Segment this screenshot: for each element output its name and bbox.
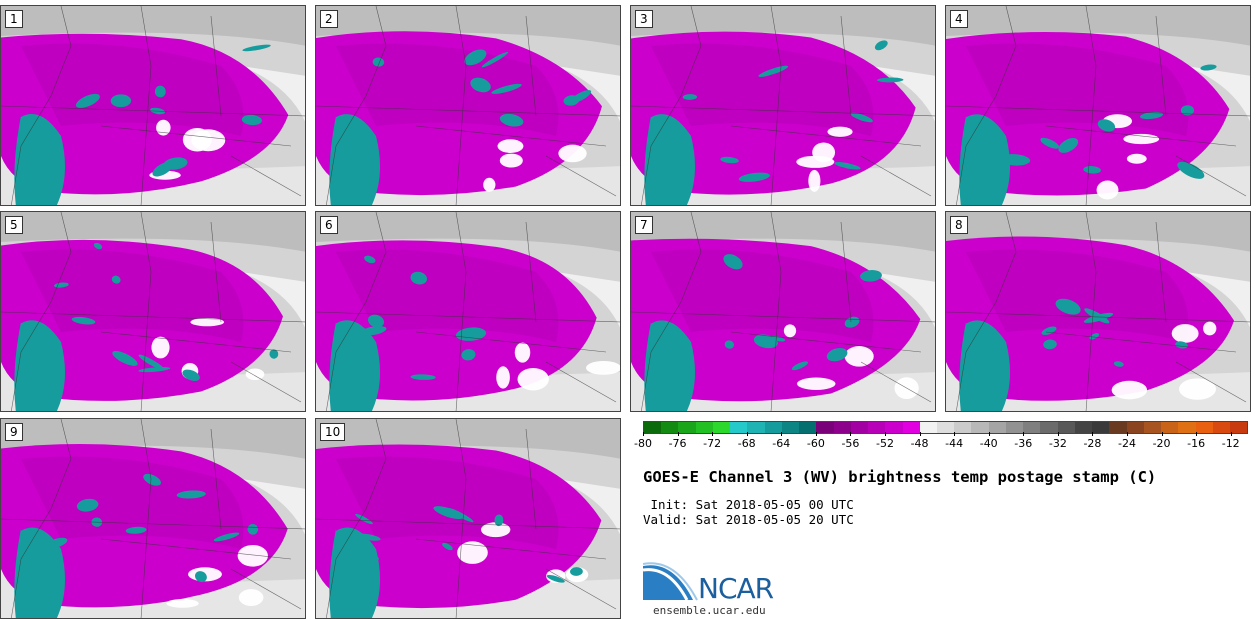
map-image: [946, 212, 1250, 411]
forecast-panel-9: 9: [0, 418, 306, 619]
colorbar-tick-label: -60: [806, 432, 825, 450]
colorbar-swatch: [1229, 422, 1248, 433]
colorbar-swatch: [902, 422, 920, 433]
colorbar-swatch: [1074, 422, 1093, 433]
colorbar-swatch: [1057, 422, 1075, 433]
map-image: [631, 212, 935, 411]
colorbar-swatch: [988, 422, 1006, 433]
forecast-panel-2: 2: [315, 5, 621, 206]
panel-number: 8: [950, 216, 968, 234]
panel-number: 5: [5, 216, 23, 234]
colorbar-tick-label: -56: [841, 432, 860, 450]
colorbar-swatch: [971, 422, 989, 433]
forecast-panel-3: 3: [630, 5, 936, 206]
colorbar-swatch: [885, 422, 903, 433]
colorbar-tick-label: -52: [876, 432, 894, 450]
panel-number: 2: [320, 10, 338, 28]
colorbar-tick-label: -24: [1118, 432, 1136, 450]
colorbar-swatch: [833, 422, 851, 433]
colorbar-swatch: [936, 422, 955, 433]
site-url: ensemble.ucar.edu: [653, 604, 766, 617]
colorbar-tick-label: -12: [1221, 432, 1240, 450]
colorbar-tick-label: -44: [945, 432, 964, 450]
forecast-panel-8: 8: [945, 211, 1251, 412]
colorbar-tick-label: -64: [772, 432, 791, 450]
colorbar-swatch: [1092, 422, 1110, 433]
colorbar-swatch: [764, 422, 782, 433]
panel-number: 4: [950, 10, 968, 28]
colorbar-swatch: [678, 422, 696, 433]
colorbar-swatch: [1161, 422, 1179, 433]
init-time: Init: Sat 2018-05-05 00 UTC: [643, 497, 854, 512]
colorbar-swatch: [644, 422, 662, 433]
map-image: [1, 6, 305, 205]
forecast-panel-10: 10: [315, 418, 621, 619]
colorbar-tick-label: -16: [1187, 432, 1206, 450]
ncar-logo-text: NCAR: [698, 572, 774, 605]
ncar-logo-icon: [643, 562, 698, 601]
colorbar-swatch: [816, 422, 834, 433]
colorbar-swatch: [747, 422, 765, 433]
colorbar-tick-label: -36: [1014, 432, 1033, 450]
panel-number: 6: [320, 216, 338, 234]
map-image: [316, 212, 620, 411]
colorbar-tick-label: -28: [1083, 432, 1102, 450]
map-image: [946, 6, 1250, 205]
colorbar-swatch: [1212, 422, 1230, 433]
map-image: [1, 212, 305, 411]
page-title: GOES-E Channel 3 (WV) brightness temp po…: [643, 468, 1157, 486]
colorbar-tick-label: -48: [910, 432, 929, 450]
colorbar-tick-label: -80: [634, 432, 652, 450]
colorbar-tick-label: -68: [737, 432, 756, 450]
colorbar-swatch: [661, 422, 679, 433]
colorbar-tick-label: -20: [1152, 432, 1171, 450]
colorbar-tick-label: -32: [1048, 432, 1067, 450]
panel-number: 10: [320, 423, 346, 441]
colorbar-tick-label: -72: [703, 432, 722, 450]
colorbar-swatch: [799, 422, 817, 433]
panel-number: 9: [5, 423, 23, 441]
colorbar-swatch: [1040, 422, 1058, 433]
panel-number: 7: [635, 216, 653, 234]
map-image: [1, 419, 305, 618]
colorbar-swatch: [1195, 422, 1213, 433]
colorbar-swatch: [712, 422, 731, 433]
map-image: [316, 419, 620, 618]
map-image: [631, 6, 935, 205]
forecast-panel-4: 4: [945, 5, 1251, 206]
colorbar-swatch: [868, 422, 886, 433]
colorbar: [643, 421, 1248, 434]
colorbar-swatch: [954, 422, 972, 433]
colorbar-tick-label: -76: [668, 432, 687, 450]
colorbar-swatch: [1143, 422, 1162, 433]
map-image: [316, 6, 620, 205]
forecast-panel-1: 1: [0, 5, 306, 206]
panel-number: 3: [635, 10, 653, 28]
forecast-panel-6: 6: [315, 211, 621, 412]
valid-time: Valid: Sat 2018-05-05 20 UTC: [643, 512, 854, 527]
colorbar-swatch: [730, 422, 748, 433]
colorbar-swatch: [1178, 422, 1196, 433]
colorbar-swatch: [1126, 422, 1144, 433]
colorbar-swatch: [781, 422, 800, 433]
panel-number: 1: [5, 10, 23, 28]
colorbar-swatch: [1023, 422, 1041, 433]
forecast-panel-5: 5: [0, 211, 306, 412]
colorbar-tick-label: -40: [979, 432, 998, 450]
colorbar-swatch: [919, 422, 937, 433]
colorbar-ticks: -80 -76 -72 -68 -64 -60 -56 -52 -48 -44 -40 -36 -32-…: [634, 432, 1248, 459]
colorbar-swatch: [1005, 422, 1024, 433]
colorbar-swatch: [695, 422, 713, 433]
forecast-panel-7: 7: [630, 211, 936, 412]
colorbar-swatch: [1109, 422, 1127, 433]
colorbar-swatch: [850, 422, 869, 433]
